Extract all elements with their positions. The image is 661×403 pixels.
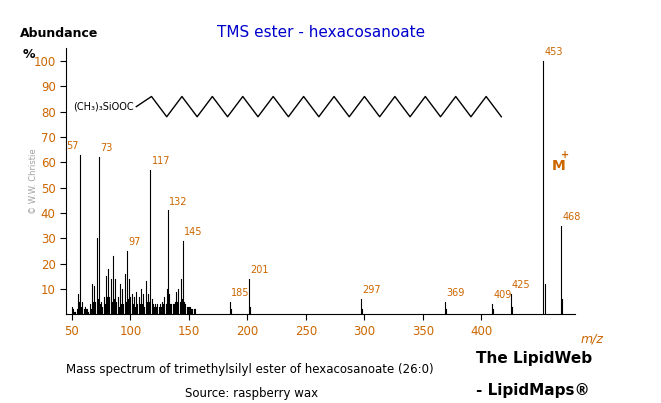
Text: 97: 97 [128,237,141,247]
Text: 132: 132 [169,197,188,207]
Text: - LipidMaps®: - LipidMaps® [476,383,590,398]
Text: 409: 409 [493,291,512,300]
Text: (CH₃)₃SiOOC: (CH₃)₃SiOOC [73,102,134,112]
Text: © W.W. Christie: © W.W. Christie [28,149,38,214]
Text: 297: 297 [362,285,381,295]
Text: Mass spectrum of trimethylsilyl ester of hexacosanoate (26:0): Mass spectrum of trimethylsilyl ester of… [66,363,434,376]
Text: 369: 369 [446,288,465,298]
Text: 145: 145 [184,227,203,237]
Text: %: % [23,48,35,61]
Text: 185: 185 [231,288,250,298]
Text: 117: 117 [151,156,170,166]
Text: 73: 73 [100,143,112,154]
Title: TMS ester - hexacosanoate: TMS ester - hexacosanoate [217,25,424,40]
Text: 57: 57 [67,141,79,151]
Text: 453: 453 [545,47,563,57]
Text: 425: 425 [512,280,531,290]
Text: Abundance: Abundance [20,27,98,40]
Text: 468: 468 [563,212,580,222]
Text: +: + [561,150,569,160]
Text: 201: 201 [250,265,268,275]
Text: Source: raspberry wax: Source: raspberry wax [185,387,318,400]
Text: M: M [552,159,566,173]
Text: m/z: m/z [580,333,603,346]
Text: The LipidWeb: The LipidWeb [476,351,592,366]
